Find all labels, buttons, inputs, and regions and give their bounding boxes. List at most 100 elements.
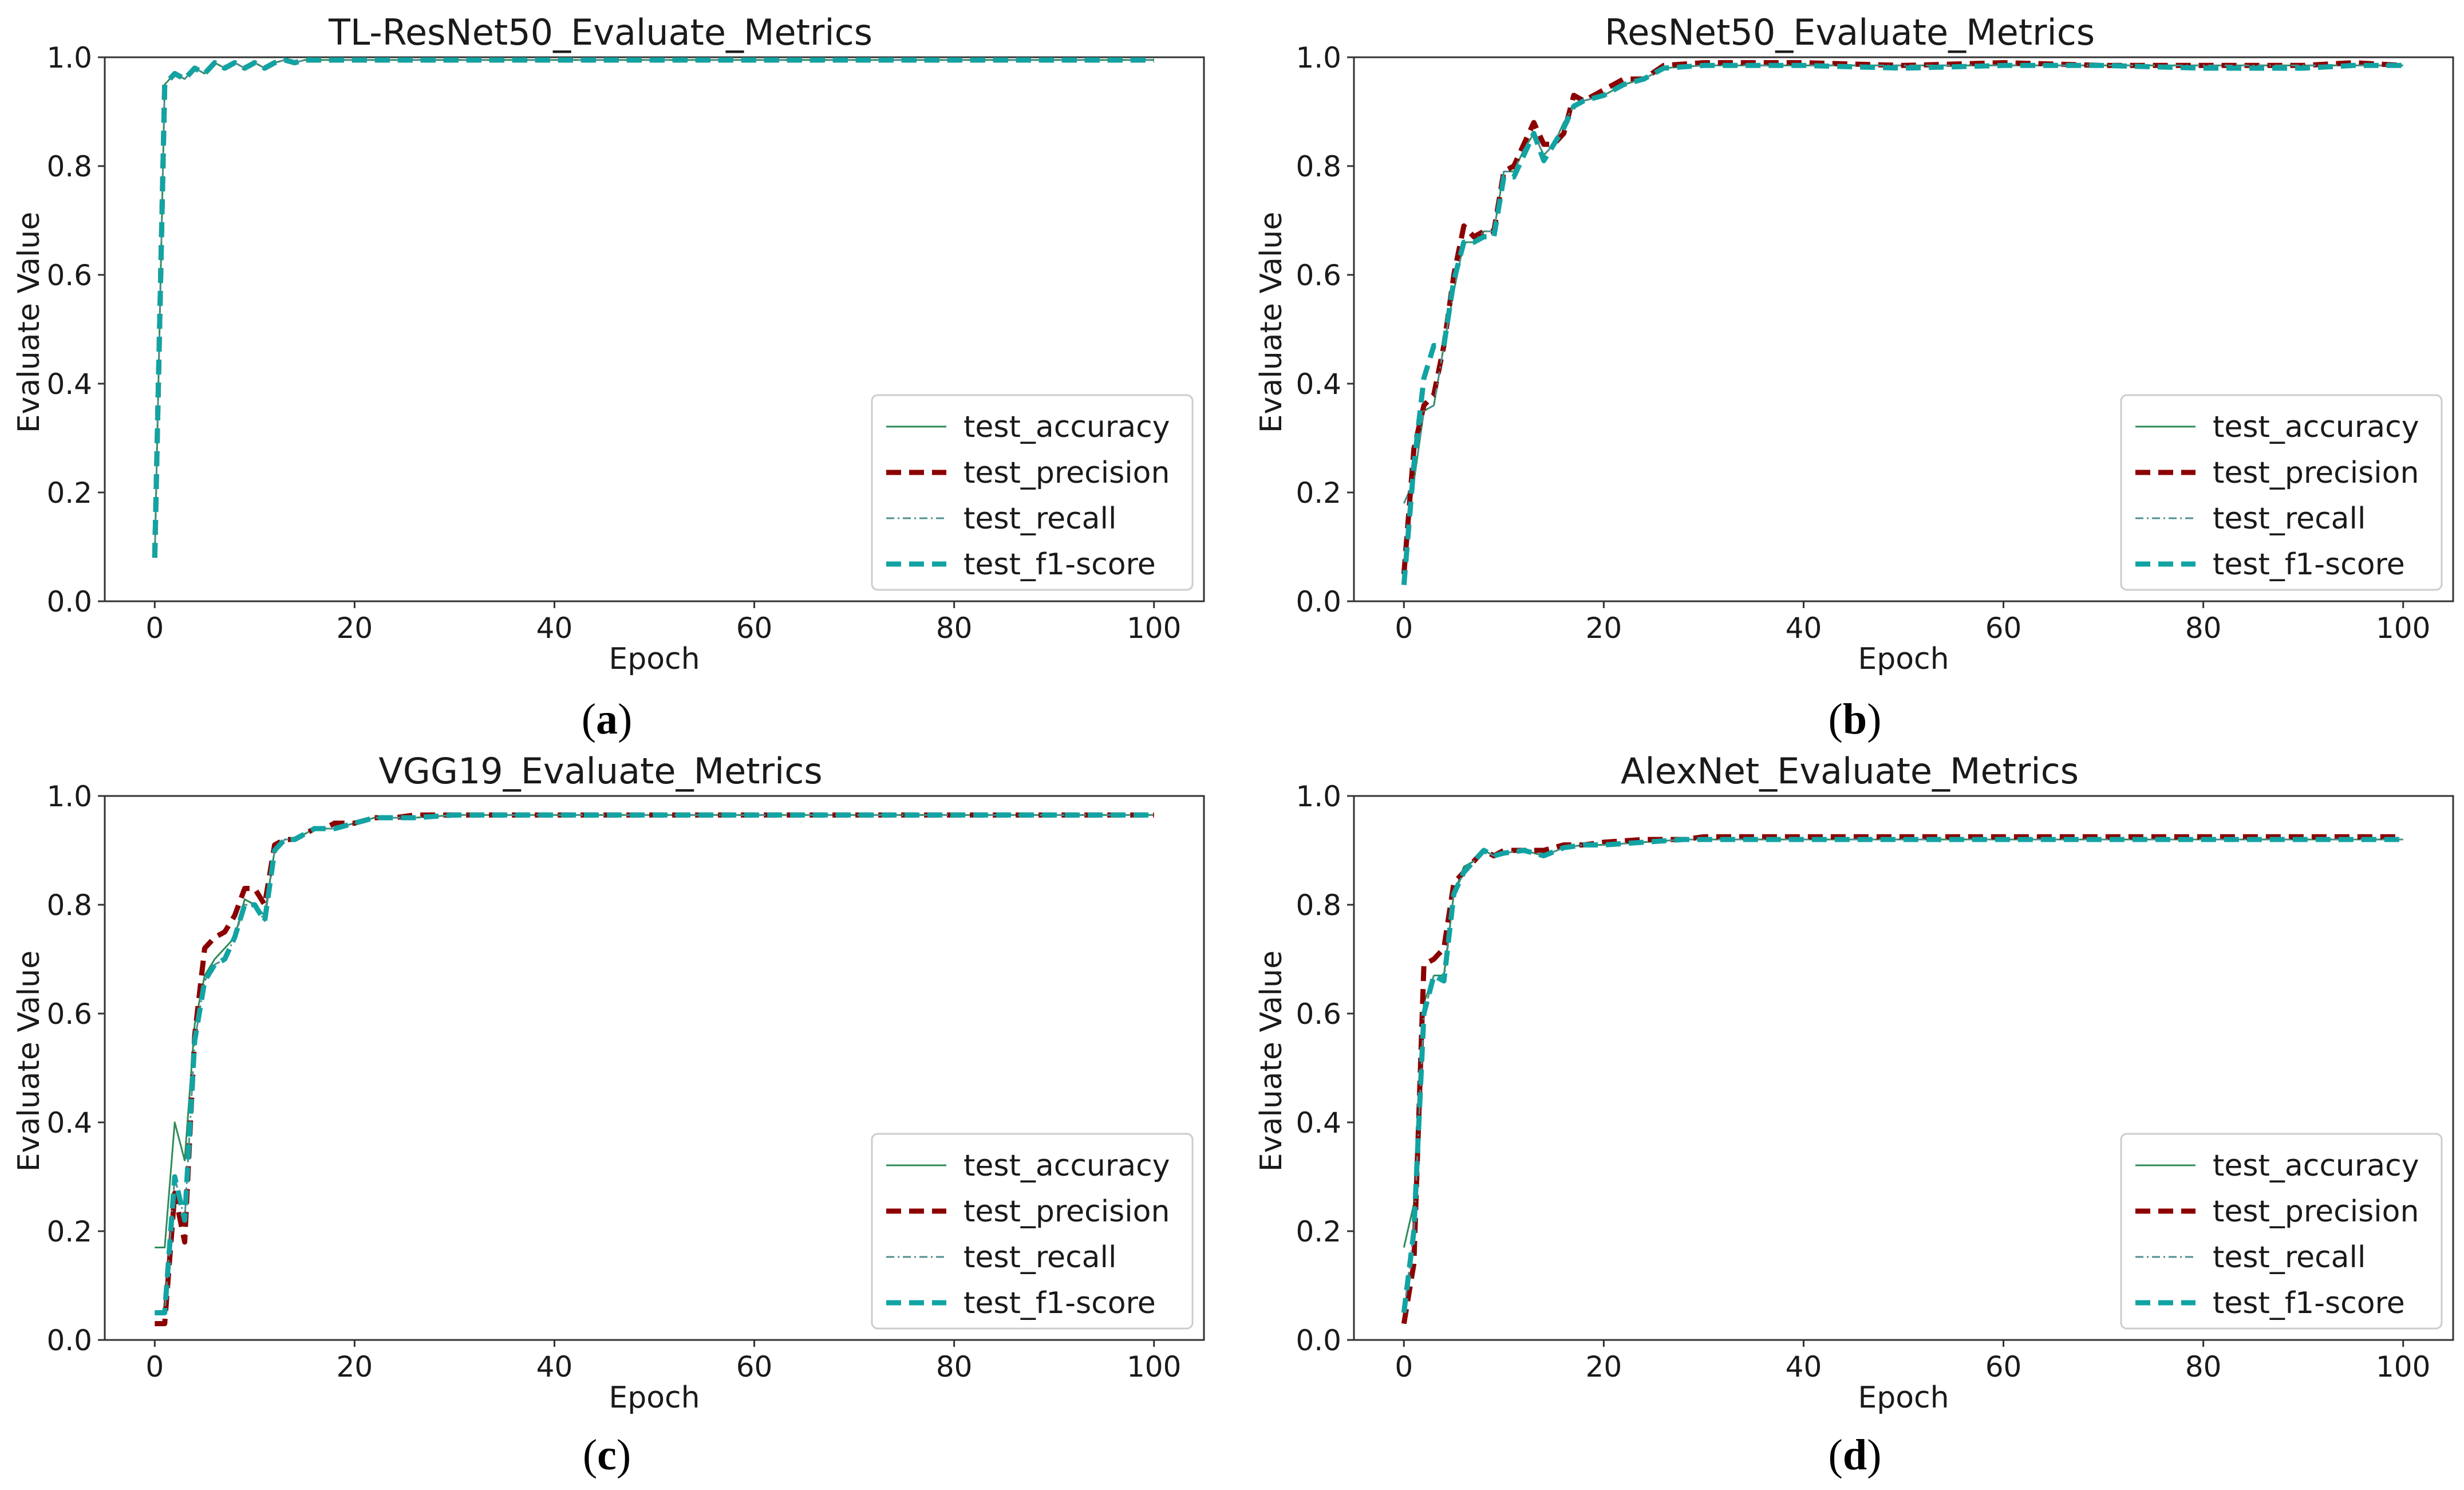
legend-label-test_accuracy: test_accuracy bbox=[2213, 410, 2419, 444]
chart-a: TL-ResNet50_Evaluate_Metrics Epoch Evalu… bbox=[12, 11, 1205, 676]
legend-label-test_recall: test_recall bbox=[2213, 1240, 2366, 1275]
legend-box bbox=[2120, 394, 2443, 591]
chart-title: AlexNet_Evaluate_Metrics bbox=[1621, 750, 2079, 792]
y-axis-label: Evaluate Value bbox=[1254, 212, 1289, 433]
chart-title: VGG19_Evaluate_Metrics bbox=[378, 750, 822, 792]
x-tick-label: 100 bbox=[2376, 612, 2430, 645]
y-tick-label: 0.8 bbox=[46, 889, 92, 922]
y-tick-label: 0.2 bbox=[46, 476, 92, 510]
series-line-test_f1-score bbox=[1401, 837, 2403, 1314]
legend-label-test_recall: test_recall bbox=[964, 502, 1116, 536]
legend-box bbox=[871, 1133, 1194, 1330]
legend-label-test_accuracy: test_accuracy bbox=[2213, 1149, 2419, 1183]
caption-c: (c) bbox=[582, 1431, 631, 1479]
x-axis-label: Epoch bbox=[609, 1381, 700, 1415]
y-tick-label: 0.8 bbox=[46, 150, 92, 183]
y-tick-label: 0.8 bbox=[1296, 150, 1341, 183]
legend-label-test_f1-score: test_f1-score bbox=[2213, 1286, 2405, 1320]
x-tick-label: 0 bbox=[1395, 1350, 1413, 1383]
x-tick-label: 100 bbox=[2376, 1350, 2430, 1383]
x-tick-label: 40 bbox=[1786, 1350, 1822, 1383]
caption-d: (d) bbox=[1828, 1431, 1882, 1479]
chart-title: TL-ResNet50_Evaluate_Metrics bbox=[328, 11, 872, 53]
x-axis-label: Epoch bbox=[609, 642, 700, 676]
caption-b: (b) bbox=[1828, 695, 1882, 743]
x-tick-label: 20 bbox=[337, 612, 373, 645]
chart-panel-b: ResNet50_Evaluate_Metrics Epoch Evaluate… bbox=[1232, 0, 2464, 745]
legend-box bbox=[871, 394, 1194, 591]
x-tick-label: 40 bbox=[1786, 612, 1822, 645]
y-tick-label: 0.0 bbox=[1296, 1324, 1341, 1357]
series-line-test_recall bbox=[1403, 64, 2403, 504]
legend-label-test_precision: test_precision bbox=[964, 1195, 1170, 1229]
x-tick-label: 40 bbox=[536, 612, 573, 645]
x-tick-label: 0 bbox=[1395, 612, 1413, 645]
x-tick-label: 100 bbox=[1127, 612, 1181, 645]
y-tick-label: 0.6 bbox=[46, 998, 92, 1031]
y-tick-label: 0.2 bbox=[1296, 1215, 1341, 1248]
x-tick-label: 80 bbox=[936, 1350, 973, 1383]
series-line-test_precision bbox=[1401, 834, 2403, 1325]
y-axis-label: Evaluate Value bbox=[12, 212, 46, 433]
y-tick-label: 0.4 bbox=[46, 1106, 92, 1140]
y-tick-label: 0.0 bbox=[46, 585, 92, 618]
legend-label-test_accuracy: test_accuracy bbox=[964, 410, 1170, 444]
y-tick-label: 0.6 bbox=[46, 259, 92, 292]
plot-frame bbox=[1353, 795, 2454, 1341]
caption-a: (a) bbox=[581, 695, 633, 743]
plot-frame bbox=[1353, 56, 2454, 602]
y-tick-label: 0.4 bbox=[46, 368, 92, 401]
y-tick-label: 1.0 bbox=[1296, 780, 1341, 813]
x-tick-label: 80 bbox=[2185, 1350, 2222, 1383]
x-tick-label: 60 bbox=[736, 612, 773, 645]
chart-d: AlexNet_Evaluate_Metrics Epoch Evaluate … bbox=[1254, 750, 2454, 1415]
series-line-test_f1-score bbox=[1401, 62, 2403, 585]
panel-label: b bbox=[1842, 695, 1867, 743]
x-tick-label: 0 bbox=[145, 612, 164, 645]
x-axis-label: Epoch bbox=[1858, 642, 1949, 676]
y-tick-label: 0.4 bbox=[1296, 1106, 1341, 1140]
y-tick-label: 0.4 bbox=[1296, 368, 1341, 401]
legend-label-test_precision: test_precision bbox=[964, 456, 1170, 490]
y-tick-label: 1.0 bbox=[1296, 41, 1341, 74]
chart-c: VGG19_Evaluate_Metrics Epoch Evaluate Va… bbox=[12, 750, 1205, 1415]
x-tick-label: 80 bbox=[2185, 612, 2222, 645]
chart-title: ResNet50_Evaluate_Metrics bbox=[1605, 11, 2095, 53]
y-tick-label: 0.6 bbox=[1296, 259, 1341, 292]
series-line-test_f1-score bbox=[152, 57, 1154, 558]
x-tick-label: 100 bbox=[1127, 1350, 1181, 1383]
x-tick-label: 40 bbox=[536, 1350, 573, 1383]
y-axis-label: Evaluate Value bbox=[1254, 951, 1289, 1172]
plot-frame bbox=[104, 795, 1205, 1341]
legend-label-test_f1-score: test_f1-score bbox=[964, 1286, 1156, 1320]
y-tick-label: 0.2 bbox=[46, 1215, 92, 1248]
plot-frame bbox=[104, 56, 1205, 602]
y-tick-label: 0.0 bbox=[1296, 585, 1341, 618]
legend-box bbox=[2120, 1133, 2443, 1330]
legend-label-test_precision: test_precision bbox=[2213, 456, 2419, 490]
panel-label: c bbox=[597, 1431, 617, 1479]
x-tick-label: 60 bbox=[1985, 1350, 2022, 1383]
y-tick-label: 1.0 bbox=[46, 41, 92, 74]
y-tick-label: 0.0 bbox=[46, 1324, 92, 1357]
panel-label: a bbox=[596, 695, 618, 743]
x-axis-label: Epoch bbox=[1858, 1381, 1949, 1415]
x-tick-label: 20 bbox=[1586, 612, 1622, 645]
y-tick-label: 0.6 bbox=[1296, 998, 1341, 1031]
x-tick-label: 60 bbox=[736, 1350, 773, 1383]
y-tick-label: 0.2 bbox=[1296, 476, 1341, 510]
chart-b: ResNet50_Evaluate_Metrics Epoch Evaluate… bbox=[1254, 11, 2454, 676]
x-tick-label: 60 bbox=[1985, 612, 2022, 645]
legend-label-test_f1-score: test_f1-score bbox=[964, 547, 1156, 582]
chart-panel-a: TL-ResNet50_Evaluate_Metrics Epoch Evalu… bbox=[0, 0, 1232, 745]
legend-label-test_precision: test_precision bbox=[2213, 1195, 2419, 1229]
y-tick-label: 0.8 bbox=[1296, 889, 1341, 922]
legend-label-test_recall: test_recall bbox=[964, 1240, 1116, 1275]
x-tick-label: 20 bbox=[337, 1350, 373, 1383]
y-axis-label: Evaluate Value bbox=[12, 951, 46, 1172]
x-tick-label: 0 bbox=[145, 1350, 164, 1383]
legend-label-test_recall: test_recall bbox=[2213, 502, 2366, 536]
chart-panel-c: VGG19_Evaluate_Metrics Epoch Evaluate Va… bbox=[0, 739, 1232, 1484]
legend-label-test_f1-score: test_f1-score bbox=[2213, 547, 2405, 582]
panel-label: d bbox=[1842, 1431, 1867, 1479]
